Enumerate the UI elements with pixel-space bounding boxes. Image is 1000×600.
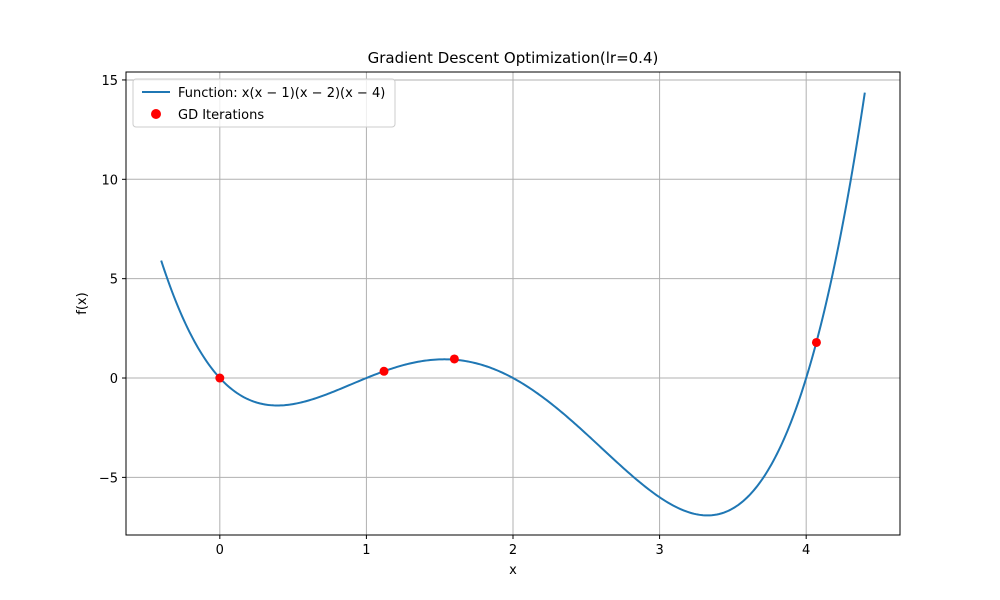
gd-iteration-point — [379, 366, 389, 376]
y-tick-label: 10 — [101, 173, 118, 188]
y-tick-label: 15 — [101, 74, 118, 89]
y-axis-label: f(x) — [75, 292, 90, 314]
x-tick-label: 2 — [509, 543, 517, 558]
ticks: 0 1 2 3 4 −5 0 5 10 15 — [99, 74, 810, 558]
y-tick-label: 5 — [110, 273, 118, 288]
legend-box — [132, 78, 396, 128]
chart-title: Gradient Descent Optimization(lr=0.4) — [368, 49, 659, 67]
y-tick-label: 0 — [110, 372, 118, 387]
legend-label-gd-iterations: GD Iterations — [178, 108, 264, 123]
x-axis-label: x — [509, 563, 517, 578]
function-curve — [160, 92, 866, 517]
x-tick-label: 4 — [802, 543, 810, 558]
grid — [126, 72, 900, 535]
gd-iteration-point — [811, 337, 821, 347]
x-tick-label: 3 — [655, 543, 663, 558]
legend: Function: x(x − 1)(x − 2)(x − 4) GD Iter… — [132, 78, 396, 128]
y-tick-label: −5 — [99, 471, 118, 486]
gd-iteration-point — [215, 373, 225, 383]
x-tick-label: 0 — [216, 543, 224, 558]
x-tick-label: 1 — [362, 543, 370, 558]
legend-dot-swatch — [151, 109, 161, 119]
gd-iteration-point — [449, 354, 459, 364]
legend-label-function: Function: x(x − 1)(x − 2)(x − 4) — [178, 86, 385, 101]
plot-area — [160, 92, 866, 517]
